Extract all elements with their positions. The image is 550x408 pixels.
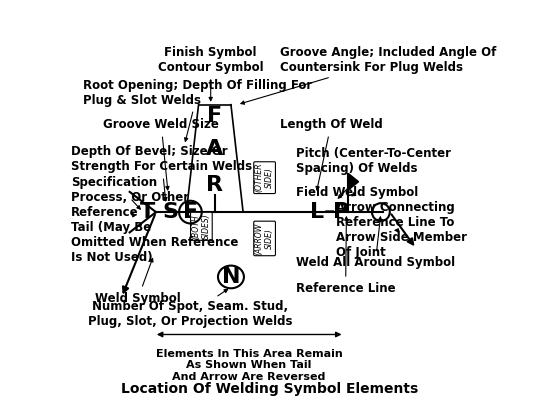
Text: E: E xyxy=(183,202,198,222)
Text: Groove Angle; Included Angle Of
Countersink For Plug Welds: Groove Angle; Included Angle Of Counters… xyxy=(241,46,496,104)
Text: (ARROW
SIDE): (ARROW SIDE) xyxy=(255,222,274,255)
Text: Finish Symbol
Contour Symbol: Finish Symbol Contour Symbol xyxy=(158,46,263,101)
Text: R: R xyxy=(206,175,223,195)
Text: Pitch (Center-To-Center
Spacing) Of Welds: Pitch (Center-To-Center Spacing) Of Weld… xyxy=(296,147,451,198)
Text: Tail (May Be
Omitted When Reference
Is Not Used): Tail (May Be Omitted When Reference Is N… xyxy=(71,213,238,264)
Text: Depth Of Bevel; Size Or
Strength For Certain Welds: Depth Of Bevel; Size Or Strength For Cer… xyxy=(71,145,252,201)
Text: F: F xyxy=(207,106,222,126)
Text: Weld All Around Symbol: Weld All Around Symbol xyxy=(296,217,455,269)
Text: (BOTH
SIDES): (BOTH SIDES) xyxy=(191,213,211,239)
Text: Number Of Spot, Seam. Stud,
Plug, Slot, Or Projection Welds: Number Of Spot, Seam. Stud, Plug, Slot, … xyxy=(88,289,293,328)
Text: L: L xyxy=(310,202,324,222)
Text: Groove Weld Size: Groove Weld Size xyxy=(103,118,219,190)
Text: Length Of Weld: Length Of Weld xyxy=(279,118,382,190)
Text: N: N xyxy=(222,267,240,287)
Text: Specification
Process, Or Other
Reference: Specification Process, Or Other Referenc… xyxy=(71,176,189,220)
Text: Weld Symbol: Weld Symbol xyxy=(95,258,181,304)
Text: Field Weld Symbol: Field Weld Symbol xyxy=(296,186,418,199)
Text: –: – xyxy=(324,202,335,222)
Text: Root Opening; Depth Of Filling For
Plug & Slot Welds: Root Opening; Depth Of Filling For Plug … xyxy=(83,79,312,141)
Text: P: P xyxy=(333,202,349,222)
Text: Location Of Welding Symbol Elements: Location Of Welding Symbol Elements xyxy=(121,382,418,397)
Polygon shape xyxy=(349,174,359,190)
Text: (OTHER
SIDE): (OTHER SIDE) xyxy=(255,163,274,193)
Text: Reference Line: Reference Line xyxy=(296,217,395,295)
Text: T: T xyxy=(140,202,155,222)
Text: Elements In This Area Remain
As Shown When Tail
And Arrow Are Reversed: Elements In This Area Remain As Shown Wh… xyxy=(156,349,343,382)
Text: Arrow Connecting
Reference Line To
Arrow Side Member
Of Joint: Arrow Connecting Reference Line To Arrow… xyxy=(336,201,468,259)
Text: A: A xyxy=(206,139,223,159)
Text: S: S xyxy=(162,202,178,222)
